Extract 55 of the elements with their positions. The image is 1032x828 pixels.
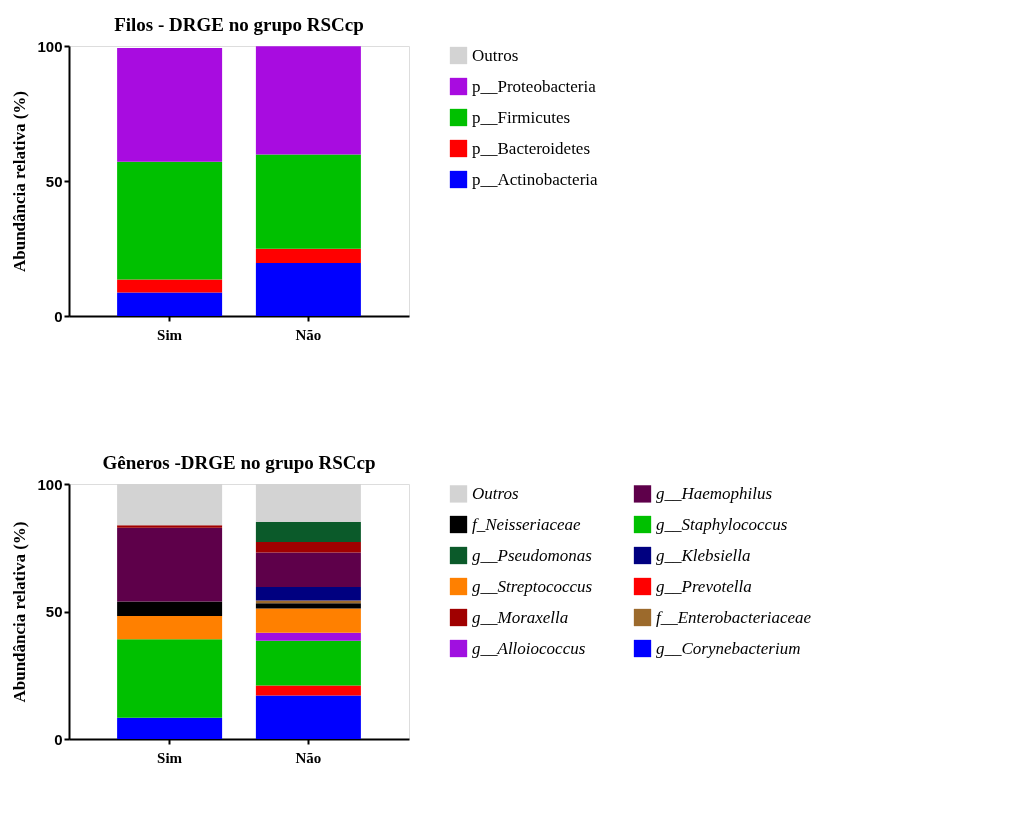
bar: [255, 632, 361, 641]
y-tick-label: 0: [54, 730, 63, 748]
legend-label: p__Firmicutes: [472, 107, 571, 127]
bar: [255, 695, 361, 739]
legend-label: g__Pseudomonas: [472, 545, 593, 565]
legend-label: f__Enterobacteriaceae: [656, 607, 812, 627]
y-tick-label: 50: [45, 603, 63, 620]
y-tick-label: 100: [37, 37, 63, 55]
bar: [255, 541, 361, 553]
x-tick-label: Sim: [157, 326, 183, 343]
legend-label: p__Bacteroidetes: [472, 138, 591, 158]
bar: [117, 47, 223, 162]
legend-label: g__Staphylococcus: [656, 514, 788, 534]
bar: [255, 608, 361, 633]
bar: [117, 525, 223, 528]
bar: [255, 603, 361, 609]
bar: [117, 717, 223, 739]
y-tick-label: 100: [37, 475, 63, 493]
legend-label: g__Klebsiella: [656, 545, 751, 565]
bar: [255, 46, 361, 155]
y-tick-label: 0: [54, 307, 63, 325]
legend-label: g__Alloiococcus: [472, 638, 586, 658]
bar: [117, 279, 223, 293]
x-tick-label: Não: [295, 326, 322, 343]
bar: [117, 527, 223, 602]
x-tick-label: Não: [295, 749, 322, 766]
bar: [117, 601, 223, 617]
bar: [117, 616, 223, 640]
bar: [255, 522, 361, 542]
bar: [255, 154, 361, 249]
bar: [117, 639, 223, 718]
legend-label: g__Haemophilus: [656, 483, 773, 503]
chart-title: Gêneros -DRGE no grupo RSCcp: [102, 452, 376, 473]
legend-label: f_Neisseriaceae: [472, 514, 582, 534]
legend-label: p__Proteobacteria: [472, 76, 597, 96]
x-tick-label: Sim: [157, 749, 183, 766]
chart-title: Filos - DRGE no grupo RSCcp: [114, 14, 364, 35]
legend-label: g__Corynebacterium: [656, 638, 801, 658]
legend-label: Outros: [472, 483, 519, 503]
y-axis-title: Abundância relativa (%): [10, 90, 30, 273]
y-axis-title: Abundância relativa (%): [10, 521, 30, 703]
bar: [255, 552, 361, 588]
y-tick-label: 50: [45, 172, 63, 190]
legend-label: Outros: [472, 45, 519, 65]
bar: [255, 640, 361, 686]
bar: [255, 685, 361, 696]
legend-label: g__Prevotella: [656, 576, 752, 596]
legend-label: g__Moraxella: [472, 607, 569, 627]
bar: [117, 161, 223, 280]
bar: [255, 587, 361, 601]
bar: [255, 263, 361, 316]
bar: [117, 292, 223, 316]
bar: [255, 248, 361, 264]
legend-label: p__Actinobacteria: [472, 169, 599, 189]
legend-label: g__Streptococcus: [472, 576, 593, 596]
